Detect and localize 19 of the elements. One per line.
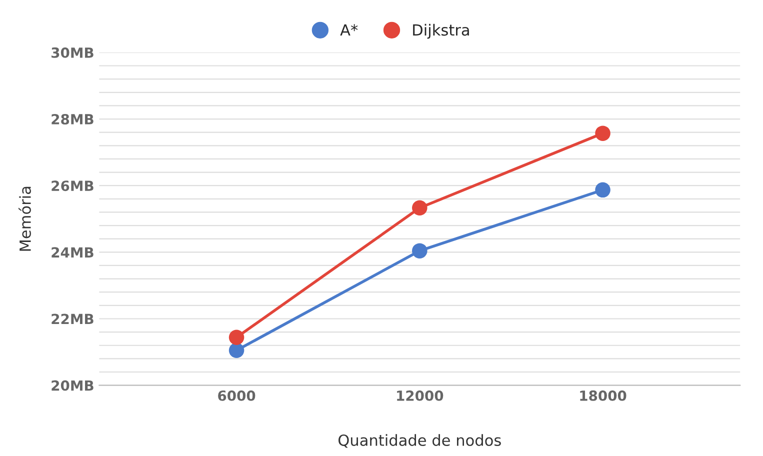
y-tick-label: 20MB <box>52 380 94 391</box>
point <box>595 126 610 141</box>
y-tick-label: 28MB <box>52 114 94 124</box>
point <box>228 342 244 358</box>
x-tick-label: 18000 <box>580 390 626 401</box>
point <box>412 200 428 216</box>
x-tick-label: 6000 <box>218 390 256 401</box>
point <box>412 243 428 258</box>
x-axis-title: Quantidade de nodos <box>338 434 501 448</box>
y-tick-label: 24MB <box>52 247 94 258</box>
legend-label: Dijkstra <box>413 24 469 39</box>
legend-label: A* <box>340 24 358 36</box>
y-axis-title: Memória <box>18 186 31 251</box>
point <box>595 182 610 198</box>
x-tick-label: 12000 <box>397 390 444 401</box>
point <box>228 330 244 346</box>
y-tick-label: 22MB <box>52 314 94 324</box>
y-tick-label: 30MB <box>52 47 94 58</box>
y-tick-label: 26MB <box>52 180 94 192</box>
